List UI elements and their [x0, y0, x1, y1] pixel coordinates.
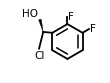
Text: HO: HO [22, 9, 38, 19]
Text: F: F [68, 12, 74, 22]
Text: Cl: Cl [34, 51, 44, 61]
Text: F: F [90, 24, 96, 34]
Polygon shape [39, 19, 43, 32]
